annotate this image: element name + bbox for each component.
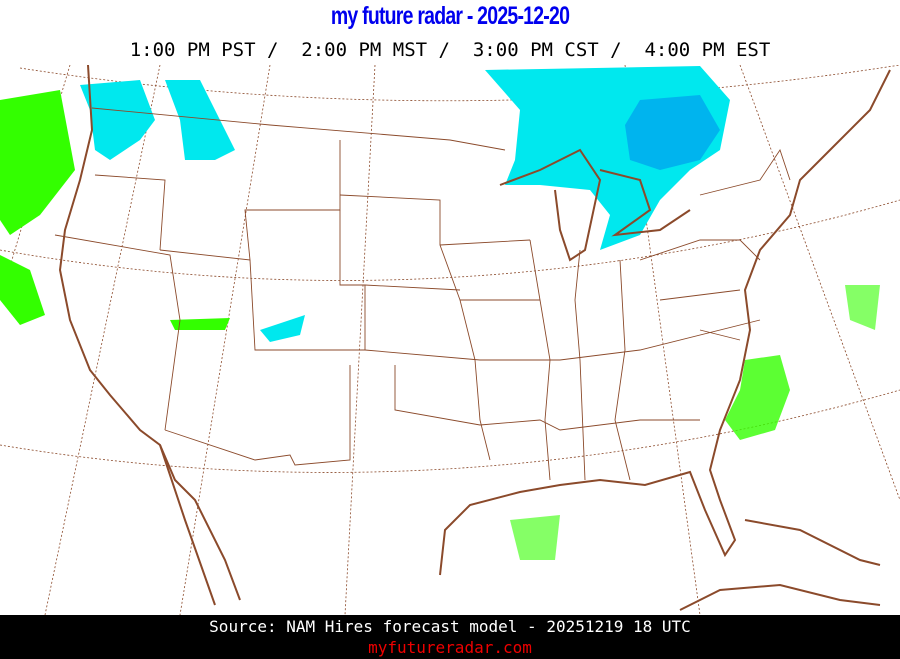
rain-coast — [0, 90, 75, 235]
mexico-coast — [159, 444, 241, 601]
page-title: my future radar - 2025-12-20 — [330, 2, 570, 30]
graticule — [0, 65, 900, 615]
south-america — [679, 583, 881, 611]
lat-line — [0, 199, 900, 281]
gulf-coast — [439, 69, 891, 576]
rain-gulf — [510, 515, 560, 560]
snow-pacific-nw — [80, 80, 155, 160]
lon-line — [44, 65, 161, 615]
lat-line — [19, 65, 900, 102]
radar-map — [0, 65, 900, 615]
border — [699, 148, 791, 196]
border — [159, 140, 341, 261]
rain-atlantic — [725, 355, 790, 440]
footer: Source: NAM Hires forecast model - 20251… — [0, 615, 900, 659]
coastlines — [58, 65, 891, 611]
cuba — [744, 519, 881, 566]
border — [339, 194, 491, 461]
border — [54, 234, 181, 431]
border — [439, 239, 540, 301]
snow-heavy-ontario — [625, 95, 720, 170]
rain-ca — [0, 255, 45, 325]
border — [364, 284, 761, 361]
snow-idaho — [165, 80, 235, 160]
border — [574, 249, 631, 481]
rain-utah — [170, 318, 230, 330]
lon-line — [344, 65, 376, 615]
rain-ne-coast — [845, 285, 880, 330]
west-coast — [58, 65, 216, 606]
lon-line — [739, 65, 900, 501]
border — [94, 174, 166, 251]
border — [394, 365, 700, 431]
valid-times: 1:00 PM PST / 2:00 PM MST / 3:00 PM CST … — [129, 39, 771, 61]
source-text: Source: NAM Hires forecast model - 20251… — [209, 617, 691, 636]
precipitation — [0, 66, 880, 560]
snow-colorado — [260, 315, 305, 342]
border — [529, 239, 551, 481]
lon-line — [179, 65, 271, 615]
great-lakes — [499, 148, 691, 262]
state-borders — [54, 107, 791, 481]
site-link[interactable]: myfutureradar.com — [368, 638, 532, 657]
border — [639, 239, 761, 341]
border — [164, 365, 351, 466]
us-canada-border — [91, 107, 506, 151]
border — [249, 210, 366, 351]
